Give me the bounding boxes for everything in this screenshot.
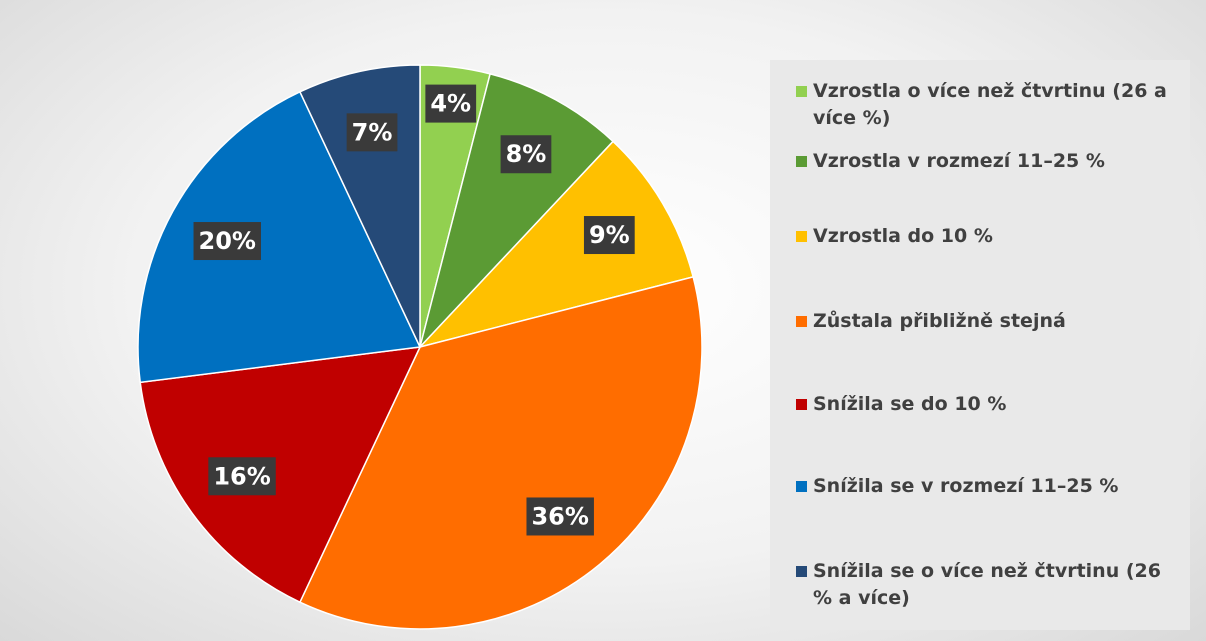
pie-slice	[137, 90, 422, 384]
data-label-box	[193, 222, 261, 261]
data-label-text: 9%	[589, 221, 630, 249]
legend-item: Vzrostla do 10 %	[796, 223, 1186, 250]
legend-swatch	[796, 231, 807, 242]
data-label-text: 4%	[430, 90, 471, 118]
legend-item: Vzrostla o více než čtvrtinu (26 a více …	[796, 78, 1186, 132]
legend-swatch	[796, 566, 807, 577]
data-label-box	[425, 84, 477, 123]
legend-swatch	[796, 156, 807, 167]
data-label: 36%	[526, 497, 594, 536]
data-label-text: 7%	[352, 118, 393, 146]
data-label: 7%	[346, 113, 398, 152]
legend-swatch	[796, 481, 807, 492]
chart: 4% 8% 9% 36% 16% 20% 7%	[137, 64, 703, 630]
legend-swatch	[796, 399, 807, 410]
pie-slice	[139, 346, 422, 604]
data-label-box	[208, 457, 276, 496]
data-label-box	[500, 135, 552, 174]
data-label: 20%	[193, 222, 261, 261]
data-label: 8%	[500, 135, 552, 174]
data-label-box	[346, 113, 398, 152]
legend-label: Vzrostla o více než čtvrtinu (26 a více …	[813, 80, 1167, 129]
legend-item: Snížila se o více než čtvrtinu (26 % a v…	[796, 558, 1186, 612]
data-label-text: 16%	[213, 462, 270, 490]
data-label: 16%	[208, 457, 276, 496]
pie-slice	[417, 140, 695, 349]
legend-label: Snížila se v rozmezí 11–25 %	[813, 475, 1119, 497]
legend-item: Snížila se v rozmezí 11–25 %	[796, 473, 1186, 500]
legend-item: Zůstala přibližně stejná	[796, 308, 1186, 335]
data-label-box	[526, 497, 594, 536]
data-label-text: 8%	[506, 140, 547, 168]
legend-item: Vzrostla v rozmezí 11–25 %	[796, 148, 1186, 175]
legend-label: Vzrostla v rozmezí 11–25 %	[813, 150, 1105, 172]
pie-slice	[419, 72, 615, 348]
legend-label: Vzrostla do 10 %	[813, 225, 993, 247]
legend-swatch	[796, 86, 807, 97]
legend-item: Snížila se do 10 %	[796, 391, 1186, 418]
data-label: 4%	[425, 84, 477, 123]
legend: Vzrostla o více než čtvrtinu (26 a více …	[770, 60, 1190, 630]
legend-label: Zůstala přibližně stejná	[813, 310, 1066, 332]
data-label-box	[583, 216, 635, 255]
legend-label: Snížila se do 10 %	[813, 393, 1007, 415]
legend-swatch	[796, 316, 807, 327]
legend-label: Snížila se o více než čtvrtinu (26 % a v…	[813, 560, 1161, 609]
data-label: 9%	[583, 216, 635, 255]
data-label-text: 36%	[531, 502, 588, 530]
data-label-text: 20%	[199, 227, 256, 255]
pie-slice	[298, 275, 703, 630]
